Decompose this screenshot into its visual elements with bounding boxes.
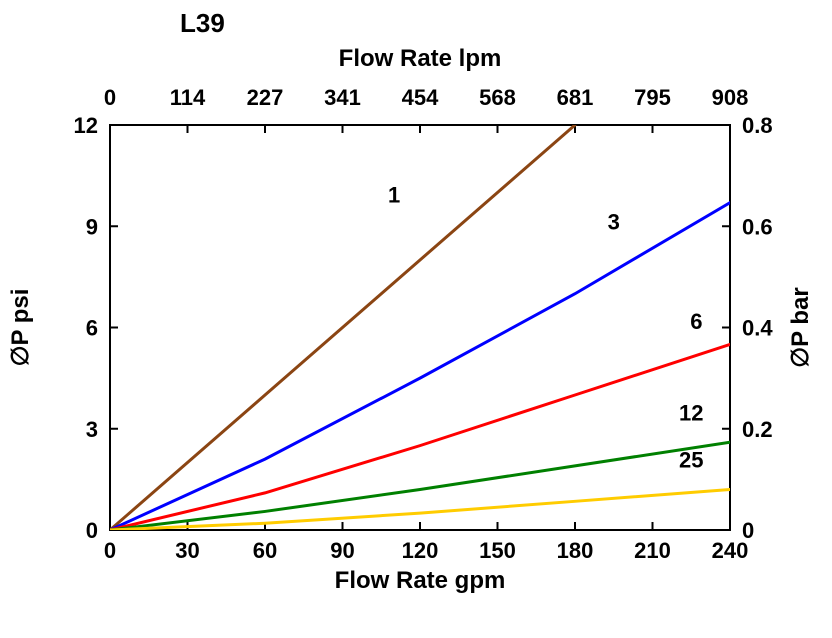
svg-text:0: 0 <box>742 518 754 543</box>
svg-text:0: 0 <box>104 85 116 110</box>
svg-text:25: 25 <box>679 448 703 473</box>
chart-svg: L39Flow Rate lpm011422734145456868179590… <box>0 0 832 638</box>
svg-text:120: 120 <box>402 538 439 563</box>
svg-text:∅P psi: ∅P psi <box>7 289 34 367</box>
svg-text:0: 0 <box>104 538 116 563</box>
svg-text:Flow Rate gpm: Flow Rate gpm <box>335 567 506 594</box>
svg-text:908: 908 <box>712 85 749 110</box>
svg-text:0.6: 0.6 <box>742 214 773 239</box>
svg-text:114: 114 <box>170 85 206 110</box>
svg-text:210: 210 <box>634 538 671 563</box>
svg-text:Flow Rate lpm: Flow Rate lpm <box>339 45 502 72</box>
svg-text:30: 30 <box>175 538 199 563</box>
svg-text:0: 0 <box>86 518 98 543</box>
svg-text:568: 568 <box>479 85 516 110</box>
svg-text:3: 3 <box>86 417 98 442</box>
svg-text:L39: L39 <box>180 8 225 38</box>
svg-text:227: 227 <box>247 85 284 110</box>
svg-text:12: 12 <box>679 400 703 425</box>
svg-text:6: 6 <box>86 316 98 341</box>
svg-text:795: 795 <box>634 85 671 110</box>
svg-text:∅P bar: ∅P bar <box>787 287 814 368</box>
svg-text:0.4: 0.4 <box>742 316 773 341</box>
svg-text:681: 681 <box>557 85 594 110</box>
svg-text:0.2: 0.2 <box>742 417 773 442</box>
svg-text:150: 150 <box>479 538 516 563</box>
svg-text:180: 180 <box>557 538 594 563</box>
svg-text:60: 60 <box>253 538 277 563</box>
svg-text:0.8: 0.8 <box>742 113 773 138</box>
pressure-flow-chart: L39Flow Rate lpm011422734145456868179590… <box>0 0 832 638</box>
svg-text:12: 12 <box>74 113 98 138</box>
svg-text:6: 6 <box>690 309 702 334</box>
svg-text:9: 9 <box>86 214 98 239</box>
svg-text:454: 454 <box>402 85 439 110</box>
svg-text:90: 90 <box>330 538 354 563</box>
svg-text:3: 3 <box>608 210 620 235</box>
svg-text:1: 1 <box>388 183 400 208</box>
svg-text:341: 341 <box>324 85 361 110</box>
